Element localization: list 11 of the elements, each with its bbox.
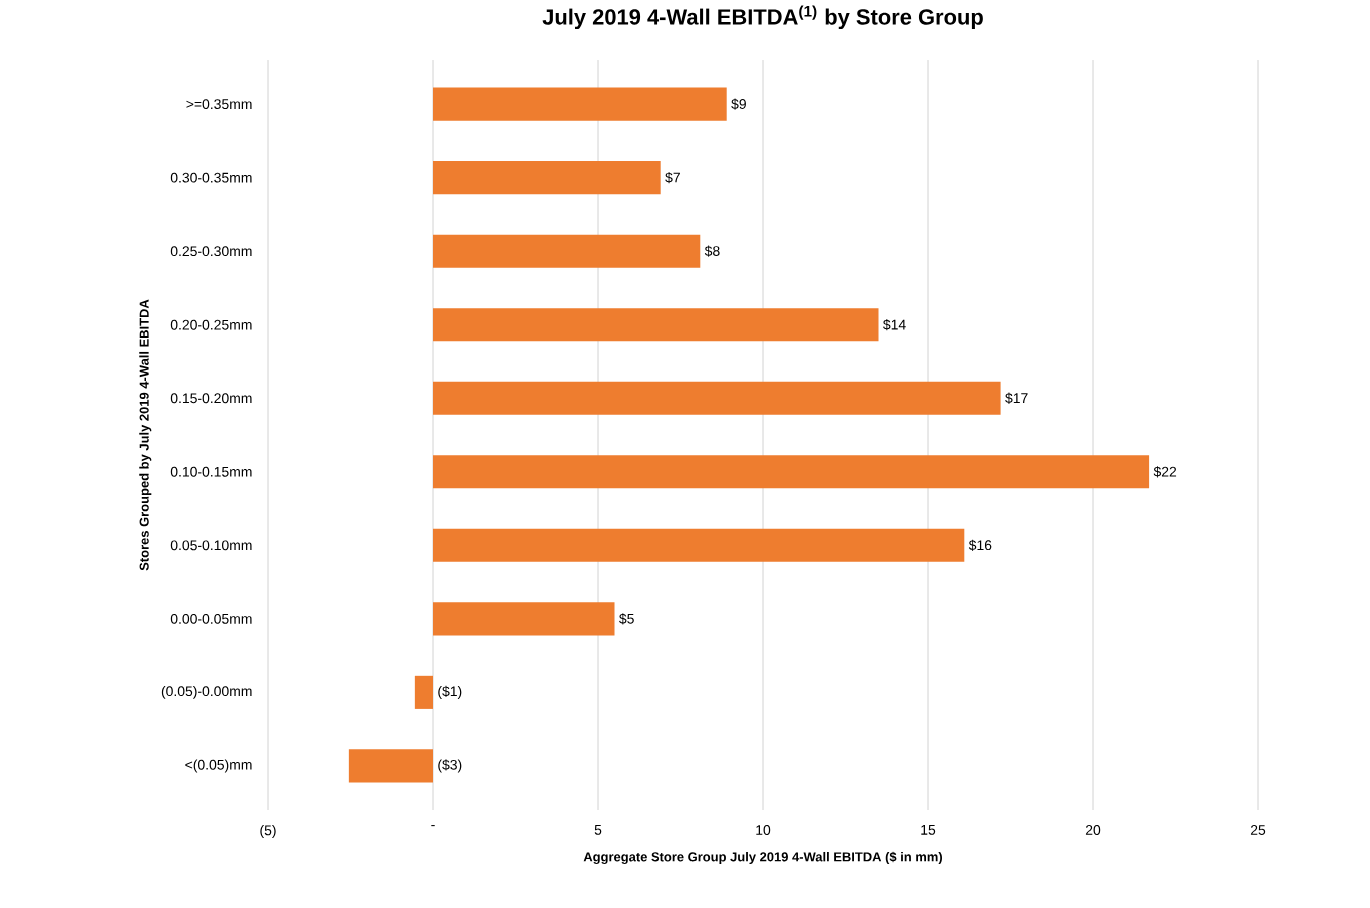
- bar: [433, 87, 727, 121]
- chart-title: July 2019 4-Wall EBITDA$^{(1)}$ by Store Group: [542, 5, 983, 29]
- bar: [433, 381, 1001, 415]
- bar: [433, 161, 661, 195]
- bar: [433, 455, 1150, 489]
- bar: [433, 528, 965, 562]
- bar: [433, 602, 615, 636]
- bar: [433, 234, 701, 268]
- bar: [348, 749, 433, 783]
- bar: [433, 308, 879, 342]
- bar: [414, 675, 433, 709]
